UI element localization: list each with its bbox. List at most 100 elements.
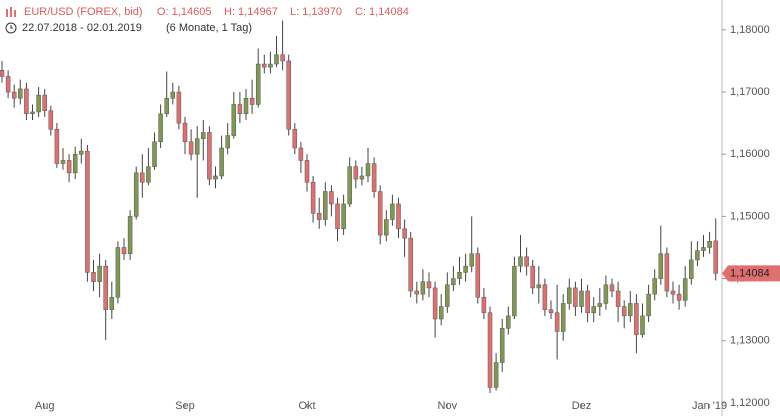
- candle-body: [573, 287, 578, 307]
- candle-body: [585, 290, 590, 314]
- candle-body: [11, 91, 17, 99]
- ohlc-low: L: 1,13970: [290, 6, 342, 18]
- candle-body: [298, 147, 304, 161]
- x-tick-label: Nov: [438, 400, 458, 412]
- candle-body: [30, 111, 35, 115]
- date-range: 22.07.2018 - 02.01.2019: [22, 22, 142, 34]
- candle-body: [201, 132, 206, 139]
- candle-body: [158, 113, 163, 143]
- candle-body: [42, 94, 47, 111]
- candle-body: [463, 265, 468, 273]
- candle-body: [60, 160, 66, 164]
- candle-body: [402, 228, 407, 239]
- candle-body: [432, 287, 438, 320]
- candle-body: [579, 290, 584, 307]
- candle-body: [5, 76, 11, 93]
- clock-icon: [5, 22, 17, 34]
- candle-body: [615, 290, 621, 307]
- candle-body: [103, 265, 108, 310]
- candle-body: [396, 203, 401, 230]
- x-tick-label: Okt: [298, 400, 315, 412]
- x-tick-label: Aug: [35, 400, 55, 412]
- candle-body: [390, 203, 395, 220]
- candle-body: [554, 312, 560, 332]
- candle-body: [249, 97, 255, 105]
- y-tick-label: 1,15000: [730, 210, 770, 222]
- candle-body: [286, 60, 291, 130]
- candle-body: [262, 63, 267, 68]
- candle-body: [670, 290, 676, 295]
- candle-body: [652, 278, 657, 295]
- candle-body: [524, 256, 529, 267]
- candle-body: [536, 284, 542, 289]
- candle-body: [304, 160, 310, 183]
- instrument-title: EUR/USD (FOREX, bid): [24, 6, 143, 18]
- candle-body: [567, 287, 572, 304]
- candle-body: [164, 97, 169, 115]
- candle-body: [621, 306, 627, 317]
- candle-body: [530, 265, 535, 289]
- candle-body: [72, 153, 78, 174]
- candle-body: [542, 284, 548, 310]
- candle-body: [115, 247, 121, 298]
- candle-body: [457, 272, 462, 279]
- candle-body: [560, 303, 566, 332]
- candle-body: [85, 150, 90, 273]
- candle-body: [18, 88, 23, 99]
- candle-body: [591, 306, 596, 314]
- candle-body: [188, 141, 194, 155]
- candle-body: [24, 88, 29, 115]
- y-tick-label: 1,12000: [730, 397, 770, 409]
- candle-body: [365, 163, 371, 177]
- candle-body: [377, 191, 383, 236]
- candle-body: [481, 296, 487, 314]
- candle-body: [268, 63, 273, 68]
- candle-body: [676, 293, 682, 301]
- x-tick-label: Sep: [175, 400, 195, 412]
- candle-body: [335, 203, 340, 230]
- candle-body: [469, 253, 474, 267]
- candle-body: [219, 147, 224, 177]
- candle-body: [91, 272, 96, 282]
- candle-body: [170, 91, 176, 99]
- candle-body: [512, 265, 517, 317]
- candle-body: [506, 315, 511, 329]
- y-tick-label: 1,13000: [730, 335, 770, 347]
- candle-body: [475, 253, 481, 298]
- candle-body: [127, 216, 133, 254]
- candle-body: [646, 293, 651, 317]
- y-tick-label: 1,17000: [730, 86, 770, 98]
- candle-body: [323, 191, 328, 220]
- candle-body: [658, 253, 664, 279]
- candle-body: [329, 191, 334, 205]
- x-tick-label: Jan '19: [692, 400, 727, 412]
- candle-body: [152, 141, 157, 167]
- last-value-box: [722, 265, 780, 282]
- candle-body: [97, 265, 102, 282]
- candle-body: [48, 110, 54, 130]
- candle-body: [445, 284, 450, 307]
- candle-body: [451, 278, 456, 286]
- candle-body: [194, 138, 200, 155]
- candle-body: [280, 54, 285, 62]
- candle-body: [79, 150, 84, 155]
- candle-body: [231, 104, 237, 136]
- candle-body: [597, 303, 603, 307]
- candle-body: [213, 175, 218, 180]
- candle-body: [682, 278, 688, 301]
- candle-body: [121, 247, 127, 254]
- y-tick-label: 1,18000: [730, 24, 770, 36]
- candle-body: [603, 284, 609, 304]
- candle-body: [182, 122, 188, 143]
- candle-body: [54, 129, 60, 164]
- candle-body: [518, 256, 523, 267]
- ohlc-high: H: 1,14967: [224, 6, 278, 18]
- candle-body: [408, 237, 413, 292]
- period: (6 Monate, 1 Tag): [166, 22, 252, 34]
- candle-body: [36, 94, 41, 113]
- candle-body: [493, 362, 499, 388]
- candle-body: [237, 104, 243, 115]
- candle-body: [487, 312, 493, 388]
- candle-body: [420, 281, 426, 295]
